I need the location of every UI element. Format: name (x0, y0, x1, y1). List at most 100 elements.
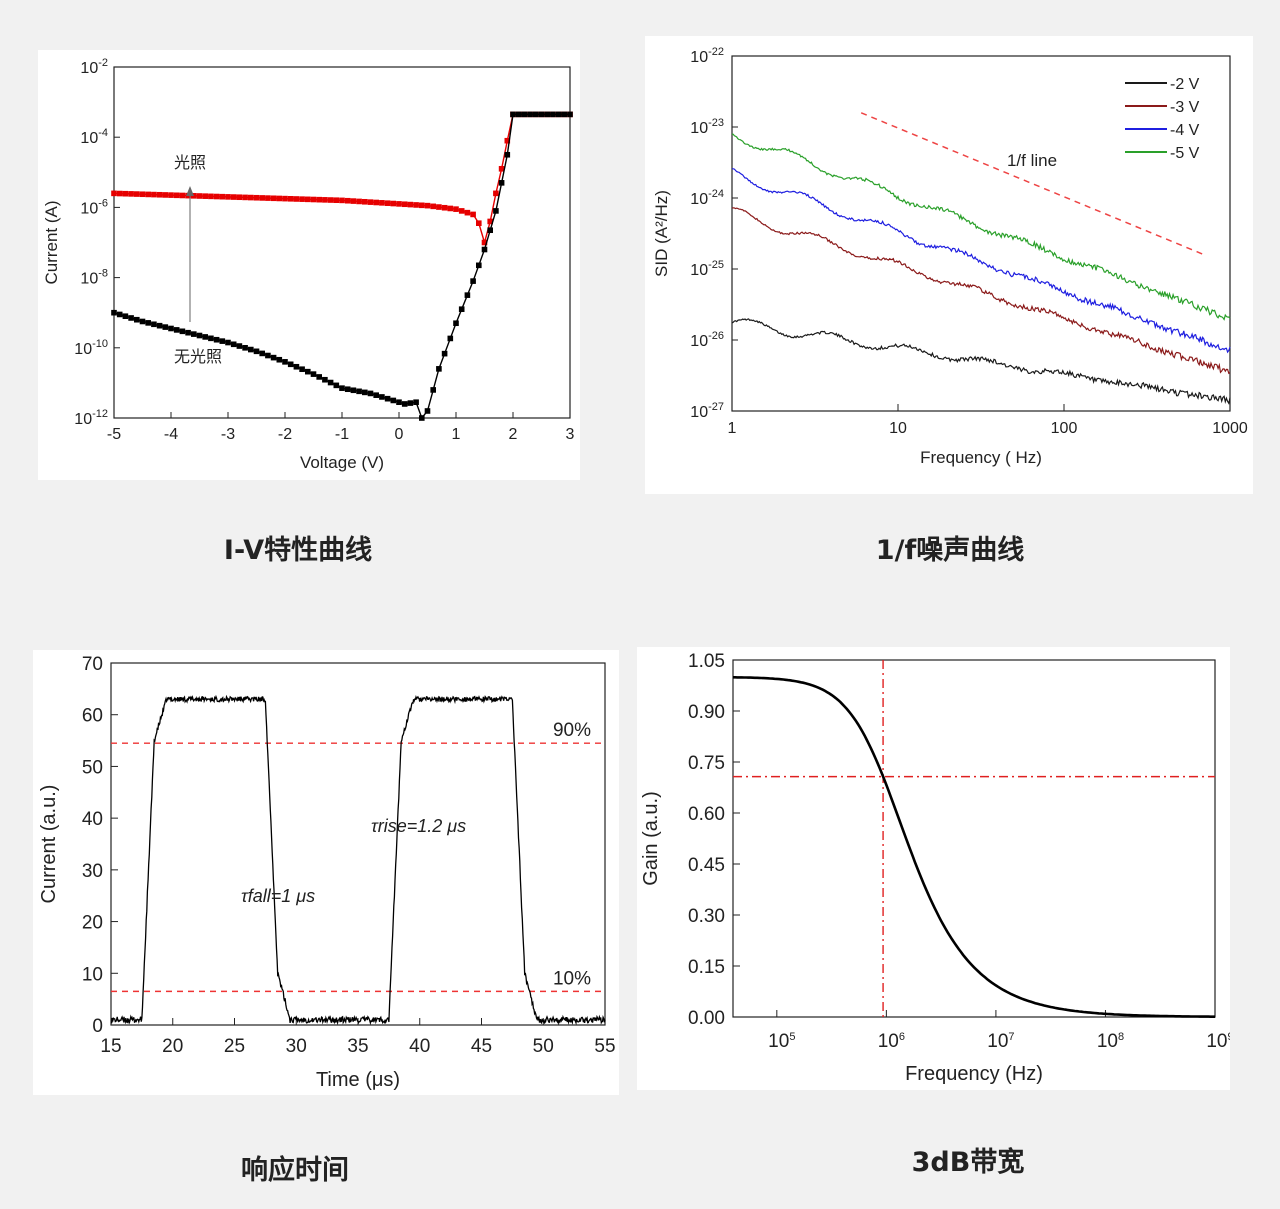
bandwidth-chart-panel: 105 106 107 108 109 1.05 0.90 0.75 0.60 0.45 0.30 0… (637, 647, 1230, 1090)
x-tick-label: 40 (409, 1036, 430, 1057)
data-marker (550, 111, 556, 118)
data-marker (168, 325, 174, 332)
data-marker (493, 208, 499, 214)
data-marker (310, 196, 317, 203)
series-line-3 (731, 133, 1231, 321)
data-marker (441, 204, 448, 211)
annotation-1f: 1/f line (1007, 151, 1057, 170)
y-tick-label: 70 (82, 654, 103, 675)
x-tick-label: 108 (1097, 1031, 1124, 1052)
series-line-0 (110, 694, 606, 1026)
y-tick-label: 10-27 (690, 401, 724, 421)
annotation-arrow-head (186, 186, 194, 196)
series-line-2 (731, 168, 1231, 354)
data-marker (344, 386, 351, 393)
series-line-1 (731, 207, 1231, 375)
data-marker (122, 313, 129, 320)
caption-bandwidth: 3dB带宽 (911, 1147, 1025, 1178)
x-tick-label: 50 (533, 1036, 554, 1057)
caption-noise: 1/f噪声曲线 (875, 535, 1025, 566)
data-marker (413, 202, 419, 208)
data-marker (413, 399, 419, 406)
response-chart-panel: 15 20 25 30 35 40 45 50 55 0 10 20 30 40 50 60 70 Time (μ… (33, 650, 619, 1095)
data-marker (510, 111, 516, 118)
plot-frame (732, 659, 1216, 1018)
data-marker (481, 246, 488, 253)
caption-response: 响应时间 (241, 1155, 349, 1186)
annotation-dark: 无光照 (174, 348, 222, 366)
data-marker (458, 208, 465, 214)
data-marker (259, 195, 265, 201)
y-tick-label: 60 (82, 706, 103, 727)
data-marker (242, 345, 248, 351)
data-marker (316, 374, 322, 380)
data-marker (213, 336, 220, 343)
data-marker (458, 306, 465, 312)
x-axis-label: Time (μs) (316, 1069, 400, 1091)
noise-chart: 1 10 100 1000 10-22 10-23 10-24 10-25 10-26 10-27… (652, 46, 1248, 467)
y-axis-label: SID (A²/Hz) (652, 190, 671, 277)
data-marker (504, 137, 511, 144)
data-marker (487, 227, 493, 234)
data-marker (430, 203, 436, 210)
data-marker (538, 111, 545, 118)
data-marker (453, 320, 459, 327)
x-tick-label: 10 (889, 420, 907, 437)
data-marker (555, 111, 562, 118)
data-marker (356, 388, 362, 395)
data-marker (373, 199, 379, 206)
data-marker (173, 327, 180, 333)
data-marker (128, 315, 134, 321)
data-marker (259, 350, 265, 357)
data-marker (145, 320, 151, 326)
data-marker (282, 195, 288, 202)
y-tick-label: 10-6 (80, 197, 108, 217)
y-tick-label: 0 (92, 1016, 103, 1037)
data-marker (419, 415, 425, 421)
data-marker (282, 359, 288, 365)
data-marker (242, 194, 248, 201)
data-marker (487, 218, 493, 225)
data-marker (151, 191, 157, 198)
y-tick-label: 10-2 (80, 57, 108, 77)
legend-label: -4 V (1170, 122, 1200, 139)
y-tick-label: 10-23 (690, 117, 724, 137)
y-tick-label: 0.15 (688, 957, 725, 978)
data-marker (447, 335, 454, 342)
data-marker (202, 334, 208, 340)
data-marker (225, 194, 231, 200)
one-over-f-guide (860, 112, 1205, 256)
data-marker (350, 387, 357, 394)
series-line-0 (731, 318, 1231, 405)
data-marker (384, 200, 391, 206)
legend-label: -2 V (1170, 76, 1200, 93)
data-marker (476, 220, 482, 226)
data-marker (305, 196, 311, 203)
data-marker (521, 111, 528, 118)
caption-iv: I-V特性曲线 (223, 535, 373, 566)
x-tick-label: 35 (347, 1036, 368, 1057)
data-marker (333, 197, 340, 204)
data-marker (219, 193, 226, 200)
data-marker (401, 401, 408, 407)
x-axis-label: Frequency (Hz) (905, 1063, 1043, 1085)
y-tick-label: 10-25 (690, 259, 724, 279)
y-tick-label: 0.00 (688, 1008, 725, 1029)
data-marker (481, 239, 488, 246)
data-marker (185, 329, 191, 336)
series-line-0 (733, 675, 1215, 1019)
y-tick-label: 20 (82, 913, 103, 934)
data-marker (527, 111, 533, 118)
y-tick-label: 0.30 (688, 906, 725, 927)
data-marker (276, 195, 283, 202)
data-marker (367, 390, 374, 397)
data-marker (339, 385, 345, 391)
x-axis-label: Voltage (V) (300, 453, 384, 472)
data-marker (498, 165, 505, 172)
data-marker (544, 111, 550, 118)
data-marker (419, 202, 425, 209)
y-tick-label: 10-26 (690, 330, 724, 350)
data-marker (293, 196, 300, 202)
y-tick-label: 0.45 (688, 855, 725, 876)
data-marker (362, 389, 368, 396)
